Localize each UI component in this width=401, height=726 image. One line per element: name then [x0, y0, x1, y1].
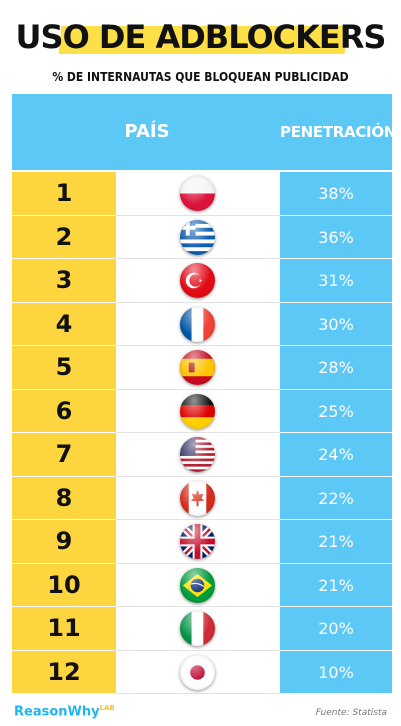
- header-country: PAÍS: [124, 121, 170, 142]
- country-cell: [116, 172, 280, 216]
- penetration-value: 28%: [280, 346, 392, 390]
- rank-number: 9: [12, 520, 116, 564]
- rank-number: 8: [12, 476, 116, 520]
- table-row: 3 31%: [12, 259, 392, 303]
- country-cell: [116, 433, 280, 477]
- table-row: 8 22%: [12, 476, 392, 520]
- penetration-value: 38%: [280, 172, 392, 216]
- page-title: USO DE ADBLOCKERS: [15, 18, 387, 56]
- table-row: 1 38%: [12, 172, 392, 216]
- penetration-value: 24%: [280, 433, 392, 477]
- country-cell: [116, 650, 280, 694]
- page-subtitle: % DE INTERNAUTAS QUE BLOQUEAN PUBLICIDAD: [52, 70, 349, 84]
- country-cell: [116, 563, 280, 607]
- source-note: Fuente: Statista: [315, 708, 387, 718]
- rank-number: 6: [12, 389, 116, 433]
- flag-germany-icon: [180, 393, 215, 429]
- table-row: 6 25%: [12, 389, 392, 433]
- country-cell: [116, 302, 280, 346]
- flag-usa-icon: [180, 437, 215, 472]
- rank-number: 2: [12, 215, 116, 259]
- ranking-table: PAÍS PENETRACIÓN 1 38% 2 36% 3 31% 4 30% 5 28% 6 25…: [12, 94, 397, 694]
- table-row: 2 36%: [12, 215, 392, 259]
- penetration-value: 31%: [280, 259, 392, 303]
- table-row: 11 20%: [12, 607, 392, 651]
- flag-italy-icon: [180, 611, 215, 646]
- flag-japan-icon: [180, 654, 215, 690]
- flag-poland-icon: [180, 176, 215, 211]
- penetration-value: 20%: [280, 607, 392, 651]
- rank-number: 11: [12, 607, 116, 651]
- table-body: 1 38% 2 36% 3 31% 4 30% 5 28% 6 25% 7 24% 8 22% 9 21% 10 21…: [12, 172, 392, 694]
- rank-number: 10: [12, 563, 116, 607]
- flag-turkey-icon: [180, 263, 215, 298]
- rank-number: 3: [12, 259, 116, 303]
- table-row: 9 21%: [12, 520, 392, 564]
- penetration-value: 10%: [280, 650, 392, 694]
- table-row: 7 24%: [12, 433, 392, 477]
- penetration-value: 21%: [280, 563, 392, 607]
- penetration-value: 21%: [280, 520, 392, 564]
- country-cell: [116, 389, 280, 433]
- table-row: 4 30%: [12, 302, 392, 346]
- penetration-value: 36%: [280, 215, 392, 259]
- penetration-value: 25%: [280, 389, 392, 433]
- flag-uk-icon: [180, 524, 215, 559]
- flag-greece-icon: [180, 219, 215, 255]
- table-header: PAÍS PENETRACIÓN: [12, 94, 397, 170]
- flag-canada-icon: [180, 480, 215, 516]
- penetration-value: 22%: [280, 476, 392, 520]
- rank-number: 7: [12, 433, 116, 477]
- country-cell: [116, 259, 280, 303]
- country-cell: [116, 520, 280, 564]
- rank-number: 12: [12, 650, 116, 694]
- table-row: 12 10%: [12, 650, 392, 694]
- header-penetration: PENETRACIÓN: [280, 123, 397, 141]
- brand-tag: LAB: [99, 704, 115, 712]
- country-cell: [116, 607, 280, 651]
- country-cell: [116, 476, 280, 520]
- rank-number: 5: [12, 346, 116, 390]
- title-block: USO DE ADBLOCKERS: [0, 16, 401, 64]
- rank-number: 1: [12, 172, 116, 216]
- table-row: 10 21%: [12, 563, 392, 607]
- penetration-value: 30%: [280, 302, 392, 346]
- flag-spain-icon: [180, 350, 215, 385]
- country-cell: [116, 346, 280, 390]
- rank-number: 4: [12, 302, 116, 346]
- flag-france-icon: [180, 306, 215, 342]
- brand-name: ReasonWhy: [14, 704, 100, 720]
- country-cell: [116, 215, 280, 259]
- brand-logo: ReasonWhyLAB: [14, 704, 115, 719]
- table-row: 5 28%: [12, 346, 392, 390]
- flag-brazil-icon: [180, 567, 215, 603]
